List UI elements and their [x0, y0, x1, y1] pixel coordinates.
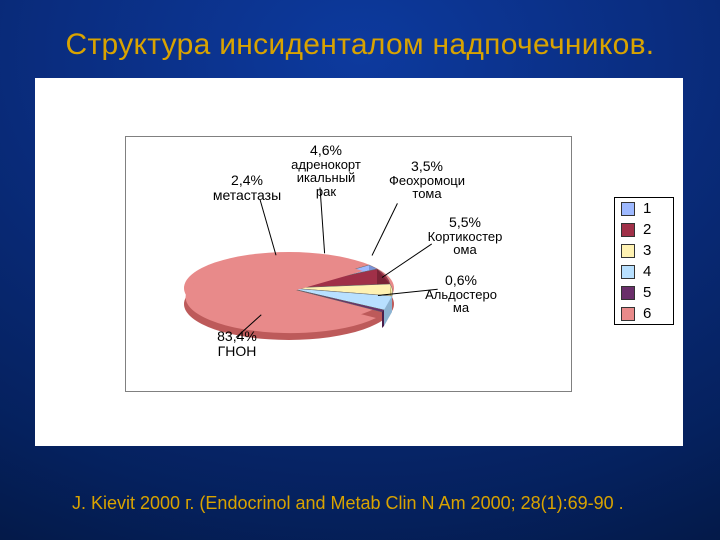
- name-5: Альдостерома: [406, 288, 516, 315]
- slide-root: Структура инсиденталом надпочечников.: [0, 0, 720, 540]
- legend-row-5: 5: [615, 282, 673, 303]
- legend-swatch-2: [621, 223, 635, 237]
- chart-frame: 2,4% метастазы 4,6% адренокортикальныйра…: [125, 136, 572, 392]
- name-3: Феохромоцитома: [372, 174, 482, 201]
- pct-2: 4,6%: [271, 143, 381, 158]
- legend-label-5: 5: [643, 284, 651, 301]
- citation: J. Kievit 2000 г. (Endocrinol and Metab …: [72, 493, 624, 514]
- lbl-5: 0,6% Альдостерома: [406, 273, 516, 315]
- name-4: Кортикостерома: [410, 230, 520, 257]
- legend-label-4: 4: [643, 263, 651, 280]
- legend-swatch-5: [621, 286, 635, 300]
- legend-row-1: 1: [615, 198, 673, 219]
- lbl-2: 4,6% адренокортикальныйрак: [271, 143, 381, 199]
- legend-swatch-3: [621, 244, 635, 258]
- legend: 1 2 3 4 5: [614, 197, 674, 325]
- legend-label-6: 6: [643, 305, 651, 322]
- lbl-6: 83,4% ГНОН: [192, 329, 282, 358]
- legend-label-1: 1: [643, 200, 651, 217]
- name-2: адренокортикальныйрак: [271, 158, 381, 199]
- lbl-3: 3,5% Феохромоцитома: [372, 159, 482, 201]
- name-6: ГНОН: [192, 344, 282, 359]
- legend-row-2: 2: [615, 219, 673, 240]
- legend-row-6: 6: [615, 303, 673, 324]
- legend-swatch-1: [621, 202, 635, 216]
- pct-3: 3,5%: [372, 159, 482, 174]
- legend-label-3: 3: [643, 242, 651, 259]
- lbl-4: 5,5% Кортикостерома: [410, 215, 520, 257]
- legend-row-3: 3: [615, 240, 673, 261]
- slide-title: Структура инсиденталом надпочечников.: [0, 28, 720, 62]
- pct-4: 5,5%: [410, 215, 520, 230]
- legend-row-4: 4: [615, 261, 673, 282]
- legend-swatch-4: [621, 265, 635, 279]
- legend-swatch-6: [621, 307, 635, 321]
- legend-label-2: 2: [643, 221, 651, 238]
- chart-panel: 2,4% метастазы 4,6% адренокортикальныйра…: [35, 78, 683, 446]
- pct-5: 0,6%: [406, 273, 516, 288]
